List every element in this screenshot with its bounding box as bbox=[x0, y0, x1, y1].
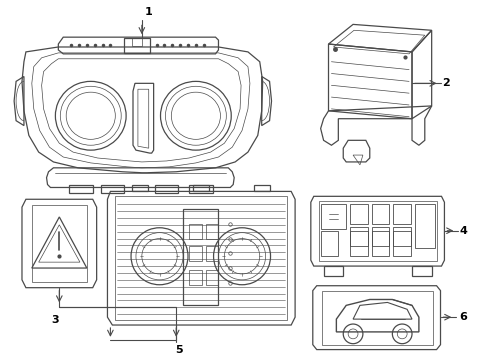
Text: 2: 2 bbox=[442, 78, 450, 88]
Text: 3: 3 bbox=[51, 315, 59, 325]
Text: 6: 6 bbox=[459, 312, 467, 322]
Text: 1: 1 bbox=[145, 6, 152, 17]
Text: 5: 5 bbox=[175, 345, 183, 355]
Text: 4: 4 bbox=[459, 226, 467, 236]
